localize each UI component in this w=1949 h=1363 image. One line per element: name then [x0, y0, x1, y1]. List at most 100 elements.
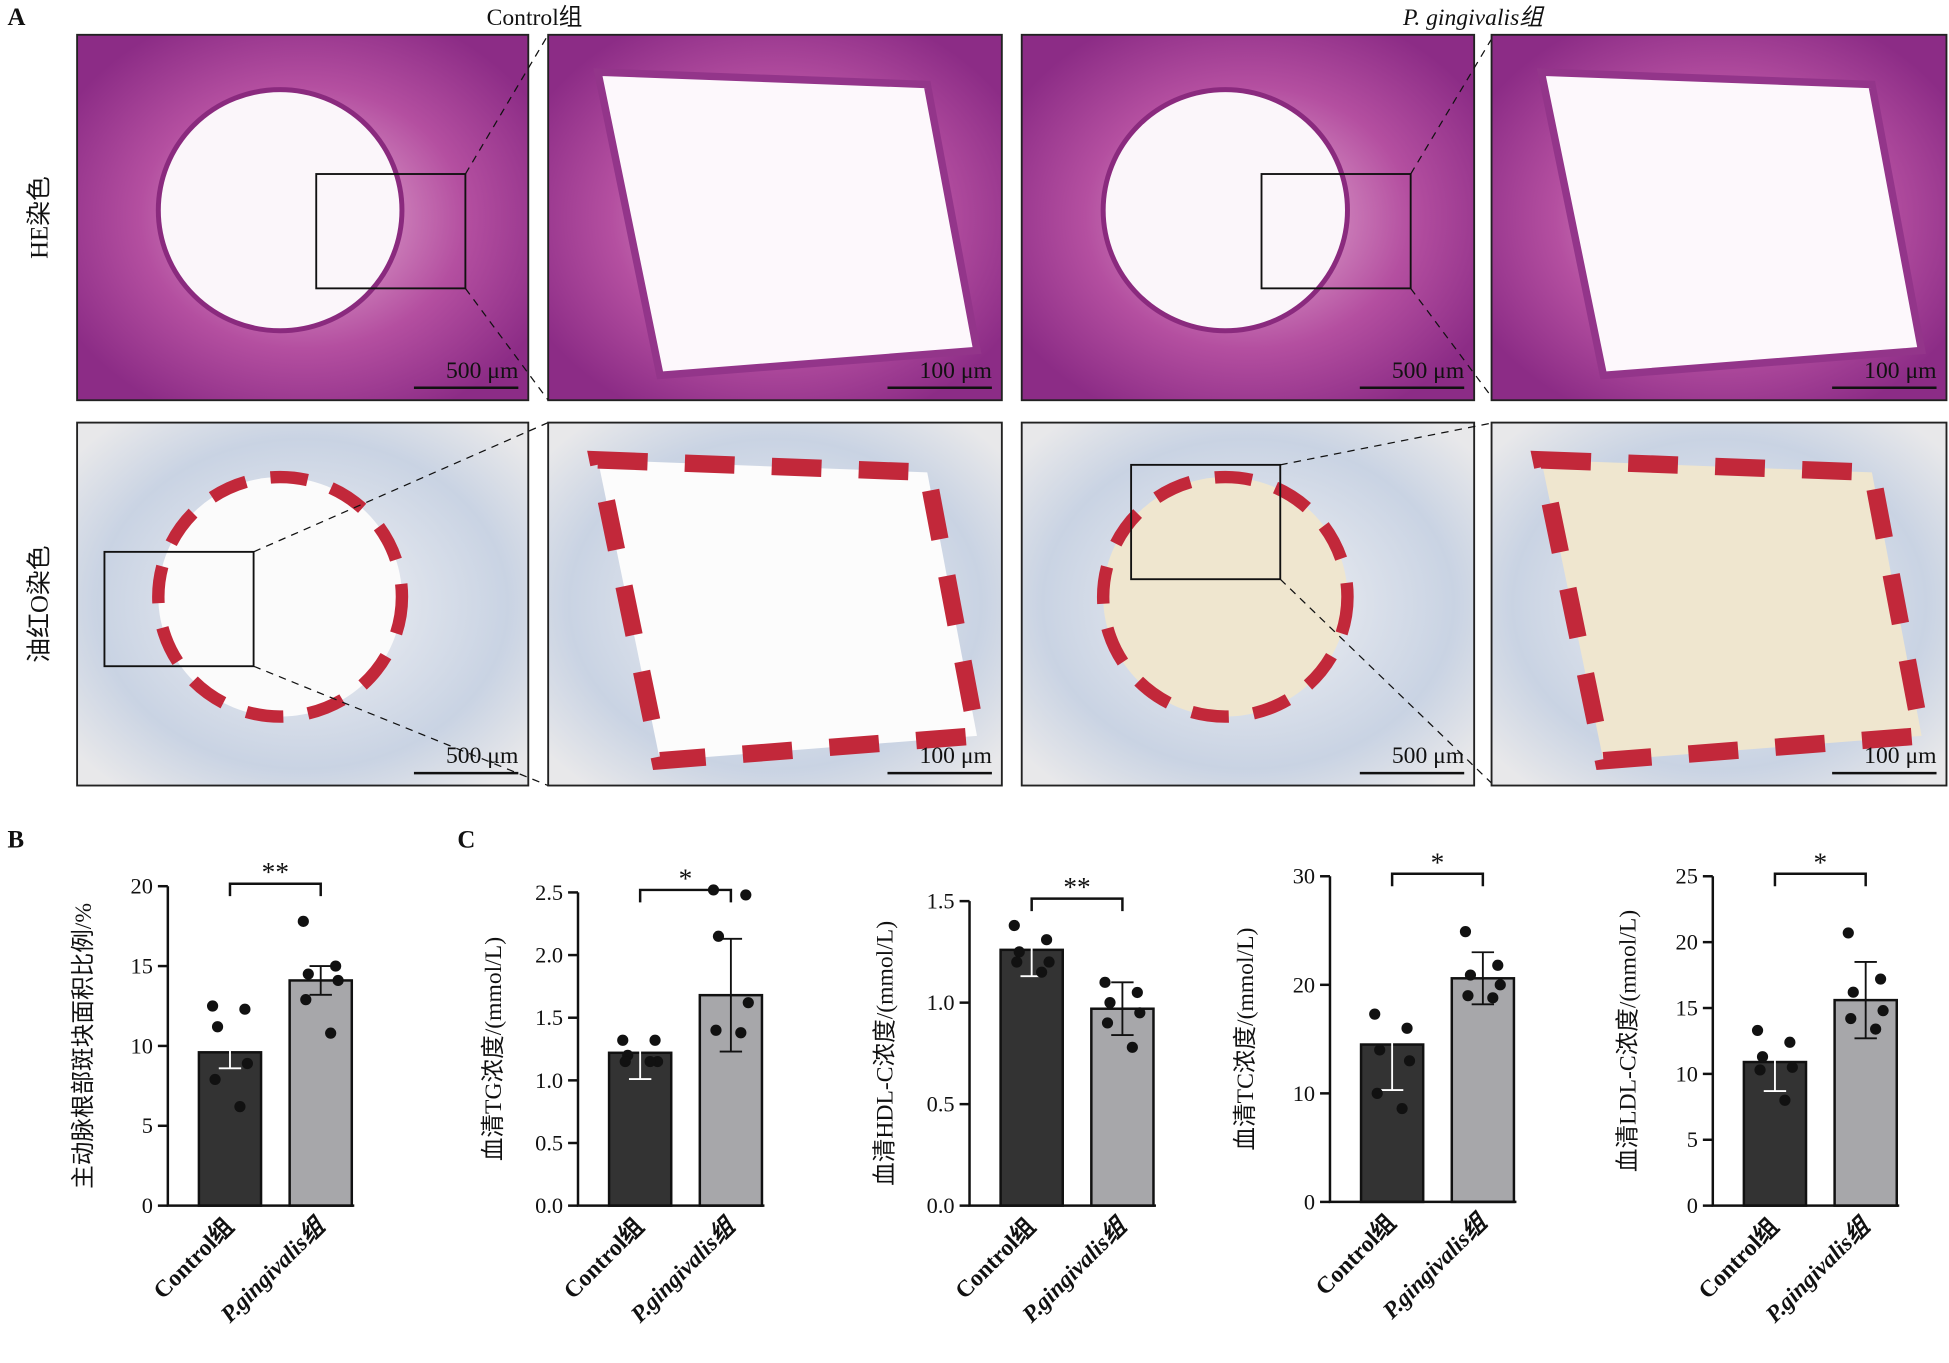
data-point	[1011, 956, 1023, 968]
data-point	[211, 1021, 224, 1033]
error-bar	[1111, 981, 1134, 1037]
bar-chart: C0.00.51.01.52.02.5Control组P.gingivalis组…	[457, 827, 765, 1329]
axis-line	[166, 886, 355, 1207]
zoom-box	[315, 173, 467, 290]
significance-bracket	[228, 882, 322, 897]
y-tick-label: 0.5	[927, 1092, 955, 1117]
data-point	[206, 1000, 219, 1012]
x-tick-label: Control组	[1310, 1209, 1401, 1300]
data-point	[1464, 969, 1477, 981]
y-tick-label: 20	[1293, 972, 1315, 997]
data-point	[742, 997, 754, 1009]
error-bar	[218, 1035, 242, 1070]
y-tick-label: 10	[1676, 1061, 1698, 1086]
y-tick-label: 2.5	[535, 880, 563, 905]
data-point	[1870, 1023, 1882, 1035]
error-bar	[1763, 1032, 1787, 1092]
data-point	[1099, 976, 1111, 988]
data-point	[1401, 1022, 1413, 1034]
scale-label: 500 μm	[446, 743, 518, 769]
y-axis-label: 主动脉根部斑块面积比例/%	[70, 903, 97, 1189]
axis-line	[576, 892, 765, 1207]
y-tick-label: 0.0	[535, 1193, 563, 1218]
histology-image: 100 μm	[1490, 421, 1948, 787]
error-bar	[1854, 960, 1877, 1040]
histology-image: 500 μm	[76, 33, 549, 402]
bar	[1090, 1007, 1155, 1207]
data-point	[1374, 1044, 1386, 1056]
lumen	[1096, 470, 1354, 723]
zoom-box	[1260, 173, 1412, 290]
data-point	[1487, 992, 1499, 1004]
y-axis-label: 血清HDL-C浓度/(mmol/L)	[871, 921, 898, 1186]
data-point	[1842, 927, 1854, 939]
error-bar	[309, 965, 332, 996]
data-point	[241, 1057, 253, 1070]
y-tick-label: 1.0	[927, 990, 955, 1015]
bar-chart: B05101520Control组P.gingivalis组**主动脉根部斑块面…	[7, 827, 355, 1329]
data-point	[1040, 934, 1053, 946]
zoom-line	[1279, 578, 1495, 786]
data-point	[710, 1024, 722, 1036]
lumen	[155, 87, 405, 334]
bar	[999, 948, 1064, 1207]
bar	[197, 1051, 263, 1207]
significance: *	[1813, 847, 1827, 877]
data-point	[1008, 919, 1020, 932]
y-axis-label: 血清TG浓度/(mmol/L)	[480, 937, 507, 1161]
data-point	[1877, 1005, 1889, 1017]
column-title: Control组	[487, 4, 583, 31]
data-point	[1751, 1024, 1764, 1037]
charts: B05101520Control组P.gingivalis组**主动脉根部斑块面…	[7, 827, 1900, 1329]
data-point	[1847, 986, 1859, 998]
y-tick-label: 0	[142, 1193, 153, 1218]
bar-chart: 0.00.51.01.5Control组P.gingivalis组**血清HDL…	[871, 872, 1156, 1329]
bar	[288, 979, 354, 1207]
significance: *	[1431, 847, 1445, 877]
zoom-line	[1410, 287, 1495, 401]
data-point	[1101, 1017, 1114, 1029]
data-point	[1754, 1064, 1766, 1076]
scale-label: 100 μm	[1864, 743, 1936, 769]
scale-label: 500 μm	[1392, 358, 1464, 384]
data-point	[1494, 979, 1506, 991]
histology-image: 500 μm	[1020, 421, 1495, 787]
lumen	[593, 68, 982, 380]
data-point	[1396, 1102, 1408, 1115]
y-tick-label: 30	[1293, 864, 1315, 889]
y-tick-label: 25	[1676, 864, 1698, 889]
significance-bracket	[1773, 872, 1867, 887]
lumen	[1536, 68, 1927, 380]
zoom-box	[1130, 463, 1282, 581]
histology-image: 100 μm	[547, 33, 1003, 402]
data-point	[1845, 1012, 1857, 1025]
row-title: 油红O染色	[25, 545, 53, 662]
y-tick-label: 1.5	[927, 889, 955, 914]
data-point	[1403, 1055, 1416, 1067]
zoom-box	[103, 550, 255, 668]
y-tick-label: 1.0	[535, 1068, 563, 1093]
data-point	[619, 1055, 631, 1068]
y-tick-label: 10	[1293, 1081, 1315, 1106]
y-tick-label: 15	[131, 954, 153, 979]
data-point	[1043, 956, 1055, 968]
scale-label: 100 μm	[1864, 358, 1936, 384]
lumen	[1530, 450, 1932, 770]
y-tick-label: 20	[131, 874, 153, 899]
y-tick-label: 0	[1687, 1193, 1698, 1218]
data-point	[300, 994, 312, 1006]
significance: *	[679, 863, 693, 893]
axis-line	[1711, 876, 1900, 1207]
data-point	[735, 1027, 747, 1039]
error-bar	[1471, 951, 1495, 1006]
x-tick-label: Control组	[1693, 1213, 1784, 1304]
zoom-line	[464, 287, 549, 401]
data-point	[302, 968, 314, 980]
data-point	[332, 974, 344, 987]
data-point	[649, 1034, 661, 1046]
histology-panel: A Control组 P. gingivalis组 HE染色 500 μm 100 μm 5…	[7, 4, 1948, 787]
row-title: HE染色	[25, 176, 53, 259]
lumen	[587, 450, 988, 770]
significance-bracket	[638, 888, 733, 903]
